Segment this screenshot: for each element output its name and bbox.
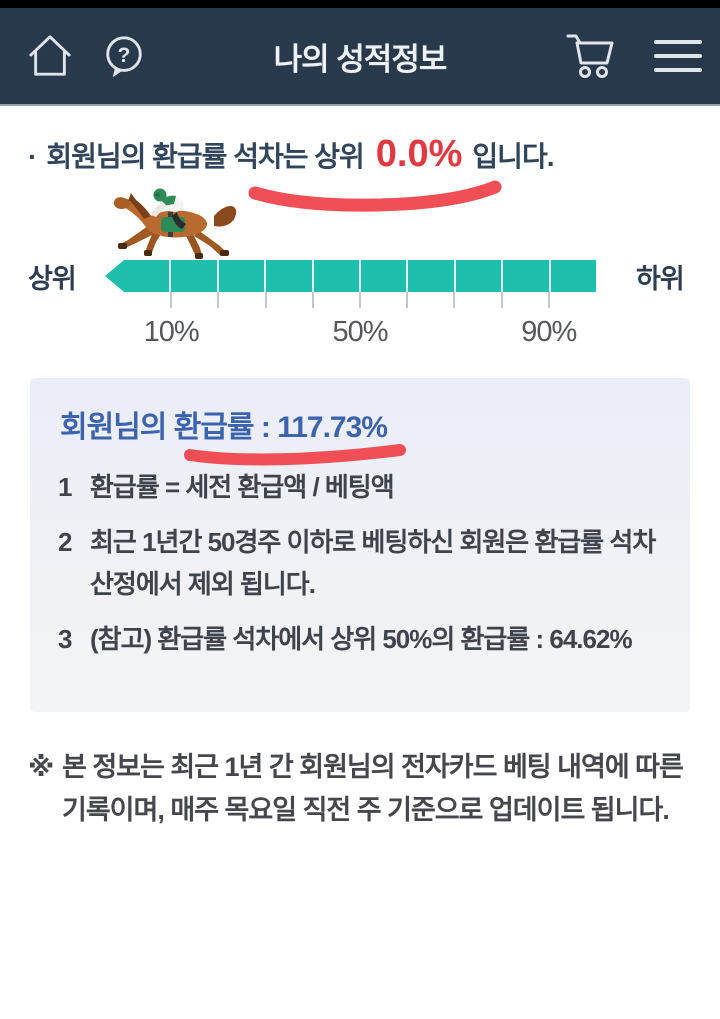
bar-tick [264, 292, 267, 308]
item-text: 환급률 = 세전 환급액 / 베팅액 [90, 472, 395, 502]
bar-segment [124, 260, 170, 292]
svg-text:?: ? [118, 44, 131, 67]
hamburger-menu-icon [653, 36, 703, 76]
bar-segment [453, 260, 502, 292]
footnote-text: 본 정보는 최근 1년 간 회원님의 전자카드 베팅 내역에 따른 기록이며, … [62, 752, 684, 826]
footnote: ※ 본 정보는 최근 1년 간 회원님의 전자카드 베팅 내역에 따른 기록이며… [28, 746, 694, 832]
rank-sentence-suffix: 입니다. [472, 141, 554, 172]
app-header: ? 나의 성적정보 [0, 8, 720, 106]
bar-tick [500, 292, 503, 308]
bullet-dot: · [28, 141, 37, 172]
rank-sentence-prefix: 회원님의 환급률 석차는 상위 [46, 141, 364, 172]
bar-segment [501, 260, 549, 292]
bar-segment [264, 260, 312, 292]
red-marker-underline-2 [182, 442, 408, 473]
help-icon: ? [101, 33, 147, 79]
bar-segment [406, 260, 454, 292]
rank-sentence: · 회원님의 환급률 석차는 상위 0.0% 입니다. [28, 133, 698, 176]
item-number: 1 [58, 472, 72, 502]
rank-bar-axis-labels: 10% 50% 90% [124, 316, 596, 350]
bar-segment [548, 260, 597, 292]
bar-tick [547, 292, 550, 308]
page-title: 나의 성적정보 [273, 41, 448, 77]
menu-button[interactable] [648, 8, 708, 104]
reference-mark: ※ [28, 752, 54, 782]
bar-tick [359, 292, 361, 308]
bar-segment [311, 260, 360, 292]
item-number: 3 [58, 624, 72, 655]
info-list-item: 3 (참고) 환급률 석차에서 상위 50%의 환급률 : 64.62% [58, 618, 664, 660]
help-button[interactable]: ? [96, 8, 152, 104]
rank-bar-body [124, 260, 597, 308]
axis-tick-label: 90% [521, 316, 577, 348]
horse-jockey-icon [112, 184, 242, 267]
axis-tick-label: 10% [143, 316, 200, 348]
rank-percent-value: 0.0% [375, 133, 463, 175]
bar-tick [406, 292, 409, 308]
status-bar [0, 0, 720, 8]
bar-segment [169, 260, 217, 292]
item-text: 최근 1년간 50경주 이하로 베팅하신 회원은 환급률 석차 산정에서 제외 … [90, 527, 656, 600]
bar-tick [170, 292, 173, 308]
cart-icon [564, 31, 618, 81]
refund-rate-notes-list: 1 환급률 = 세전 환급액 / 베팅액 2 최근 1년간 50경주 이하로 베팅하신… [58, 466, 664, 673]
bar-segment [359, 260, 407, 292]
bar-label-bottom-rank: 하위 [636, 263, 685, 294]
red-marker-underline [246, 180, 504, 219]
cart-button[interactable] [560, 8, 622, 104]
refund-rate-info-box: 회원님의 환급률 : 117.73% 1 환급률 = 세전 환급액 / 베팅액 2 최… [30, 378, 690, 712]
bar-tick [453, 292, 456, 308]
item-number: 2 [58, 527, 72, 558]
bar-tick [311, 292, 314, 308]
bar-tick [217, 292, 220, 308]
home-button[interactable] [22, 8, 78, 104]
bar-label-top-rank: 상위 [28, 263, 77, 294]
bar-left-arrow [105, 260, 124, 292]
bar-segment [216, 260, 265, 292]
axis-tick-label: 50% [332, 316, 388, 348]
item-text: (참고) 환급률 석차에서 상위 50%의 환급률 : 64.62% [90, 624, 633, 655]
home-icon [27, 33, 73, 79]
info-list-item: 2 최근 1년간 50경주 이하로 베팅하신 회원은 환급률 석차 산정에서 제외… [58, 521, 664, 605]
refund-rate-title: 회원님의 환급률 : 117.73% [60, 411, 388, 444]
info-list-item: 1 환급률 = 세전 환급액 / 베팅액 [58, 466, 664, 508]
